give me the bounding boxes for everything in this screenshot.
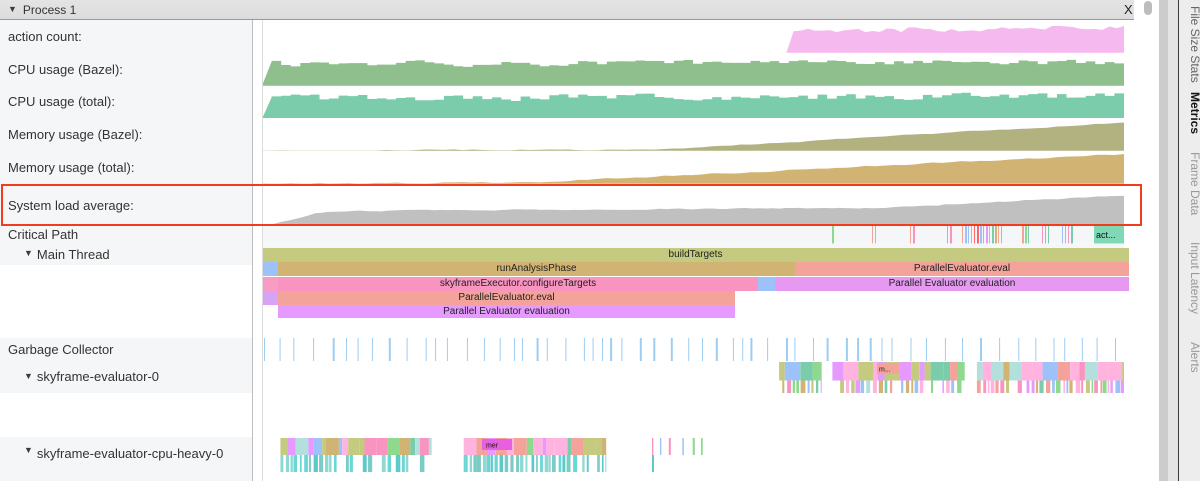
svg-text:Alerts: Alerts bbox=[1188, 342, 1200, 373]
svg-text:mer: mer bbox=[486, 443, 499, 450]
svg-text:File Size Stats: File Size Stats bbox=[1188, 6, 1200, 83]
svg-text:Metrics: Metrics bbox=[1188, 92, 1200, 134]
svg-text:act...: act... bbox=[1096, 230, 1116, 240]
svg-text:Frame Data: Frame Data bbox=[1188, 152, 1200, 216]
svg-text:Input Latency: Input Latency bbox=[1188, 242, 1200, 314]
svg-text:m...: m... bbox=[879, 367, 891, 374]
